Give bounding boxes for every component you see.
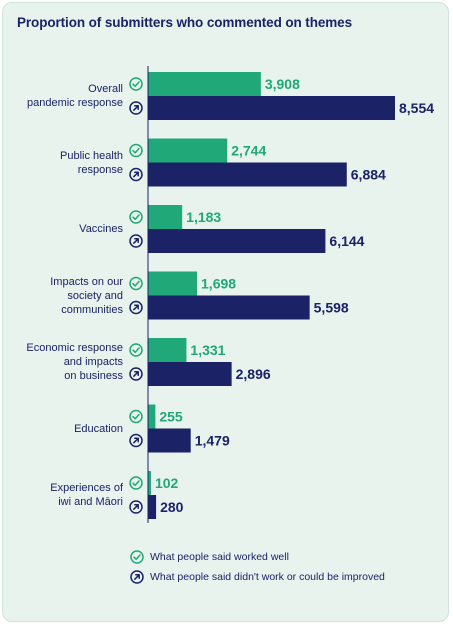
bar-improve xyxy=(148,96,395,120)
check-circle-icon xyxy=(129,276,143,291)
bar-worked-well xyxy=(148,205,183,229)
legend-item-improve: What people said didn't work or could be… xyxy=(130,568,385,586)
legend-item-worked-well: What people said worked well xyxy=(130,548,385,566)
value-label-worked-well: 255 xyxy=(159,409,183,425)
arrow-up-right-circle-icon xyxy=(129,500,143,514)
value-label-improve: 6,144 xyxy=(329,233,364,249)
legend: What people said worked well What people… xyxy=(130,548,385,588)
bar-improve xyxy=(148,362,232,386)
legend-label-improve: What people said didn't work or could be… xyxy=(150,571,385,583)
category-label: Public health response xyxy=(60,149,123,176)
value-label-improve: 8,554 xyxy=(399,100,434,116)
check-circle-icon xyxy=(129,343,143,357)
bar-worked-well xyxy=(148,72,261,96)
value-label-worked-well: 102 xyxy=(155,475,179,491)
category-label: Impacts on our society and communities xyxy=(50,275,123,316)
check-circle-icon xyxy=(129,476,143,490)
bar-worked-well xyxy=(148,138,228,163)
check-circle-icon xyxy=(129,409,143,424)
check-circle-icon xyxy=(129,77,143,91)
bar-worked-well xyxy=(148,471,151,495)
value-label-improve: 280 xyxy=(160,499,184,515)
value-label-worked-well: 1,183 xyxy=(186,209,221,225)
bar-improve xyxy=(148,428,191,453)
value-label-worked-well: 3,908 xyxy=(265,76,300,92)
legend-label-worked-well: What people said worked well xyxy=(150,551,289,563)
chart-title: Proportion of submitters who commented o… xyxy=(17,15,352,30)
value-label-improve: 2,896 xyxy=(236,366,271,382)
bar-worked-well xyxy=(148,338,187,362)
arrow-up-right-circle-icon xyxy=(129,101,143,115)
category-label: Vaccines xyxy=(79,223,123,235)
check-circle-icon xyxy=(129,210,143,224)
value-label-improve: 6,884 xyxy=(351,167,386,183)
value-label-worked-well: 1,331 xyxy=(190,342,225,358)
arrow-up-right-circle-icon xyxy=(129,234,143,248)
arrow-up-right-circle-icon xyxy=(129,433,143,448)
value-label-improve: 5,598 xyxy=(314,300,349,316)
value-label-worked-well: 1,698 xyxy=(201,276,236,292)
bar-worked-well xyxy=(148,271,198,296)
arrow-up-right-circle-icon xyxy=(129,300,143,315)
arrow-up-right-circle-icon xyxy=(130,570,144,584)
bar-worked-well xyxy=(148,404,156,429)
check-circle-icon xyxy=(129,143,143,158)
category-label: Economic response and impacts on busines… xyxy=(26,342,123,382)
category-label: Experiences of iwi and Māori xyxy=(50,482,123,508)
check-circle-icon xyxy=(130,550,144,564)
bar-improve xyxy=(148,495,157,519)
bar-improve xyxy=(148,229,326,253)
category-label: Education xyxy=(74,422,123,435)
category-label: Overall pandemic response xyxy=(26,83,123,109)
bar-improve xyxy=(148,295,310,320)
arrow-up-right-circle-icon xyxy=(129,167,143,182)
value-label-worked-well: 2,744 xyxy=(231,143,266,159)
bar-improve xyxy=(148,162,347,187)
arrow-up-right-circle-icon xyxy=(129,367,143,381)
value-label-improve: 1,479 xyxy=(195,433,230,449)
